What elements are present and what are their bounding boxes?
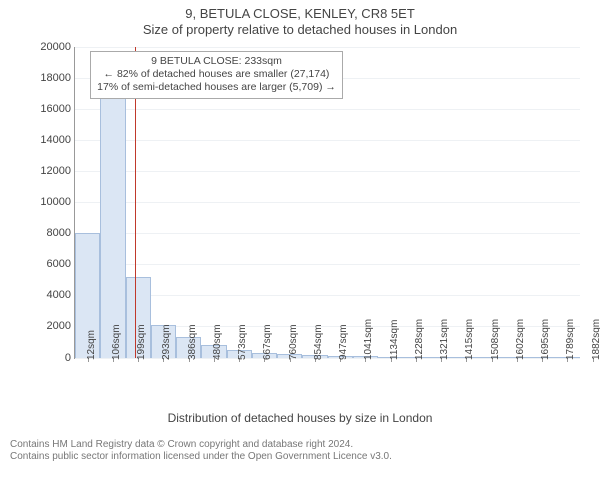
annotation-line: 17% of semi-detached houses are larger (… xyxy=(97,81,336,94)
x-tick-label: 667sqm xyxy=(262,322,273,360)
x-tick-label: 1228sqm xyxy=(414,316,425,359)
x-tick-label: 1321sqm xyxy=(439,316,450,359)
histogram-bar xyxy=(100,96,125,357)
gridline xyxy=(75,264,580,265)
y-tick-label: 0 xyxy=(65,352,75,364)
x-tick-label: 293sqm xyxy=(161,322,172,360)
x-tick-label: 1602sqm xyxy=(515,316,526,359)
y-tick-label: 10000 xyxy=(40,196,75,208)
annotation-box: 9 BETULA CLOSE: 233sqm← 82% of detached … xyxy=(90,51,343,98)
gridline xyxy=(75,295,580,296)
gridline xyxy=(75,233,580,234)
x-tick-label: 1695sqm xyxy=(540,316,551,359)
y-tick-label: 6000 xyxy=(47,258,75,270)
x-tick-label: 386sqm xyxy=(187,322,198,360)
x-tick-label: 854sqm xyxy=(313,322,324,360)
subtitle: Size of property relative to detached ho… xyxy=(10,22,590,38)
gridline xyxy=(75,140,580,141)
x-tick-label: 1789sqm xyxy=(565,316,576,359)
title: 9, BETULA CLOSE, KENLEY, CR8 5ET xyxy=(10,6,590,22)
x-tick-label: 947sqm xyxy=(338,322,349,360)
x-tick-label: 1882sqm xyxy=(591,316,600,359)
footer-line-2: Contains public sector information licen… xyxy=(10,451,590,463)
gridline xyxy=(75,171,580,172)
x-tick-label: 573sqm xyxy=(237,322,248,360)
gridline xyxy=(75,202,580,203)
footer: Contains HM Land Registry data © Crown c… xyxy=(10,439,590,463)
gridline xyxy=(75,47,580,48)
x-tick-label: 1508sqm xyxy=(490,316,501,359)
x-tick-label: 480sqm xyxy=(212,322,223,360)
annotation-line: ← 82% of detached houses are smaller (27… xyxy=(97,68,336,81)
y-tick-label: 16000 xyxy=(40,103,75,115)
x-tick-label: 1415sqm xyxy=(464,316,475,359)
x-tick-label: 12sqm xyxy=(86,327,97,359)
y-tick-label: 14000 xyxy=(40,134,75,146)
gridline xyxy=(75,109,580,110)
y-tick-label: 8000 xyxy=(47,227,75,239)
plot-area: 0200040006000800010000120001400016000180… xyxy=(74,47,580,359)
x-tick-label: 106sqm xyxy=(111,322,122,360)
y-tick-label: 12000 xyxy=(40,165,75,177)
y-tick-label: 4000 xyxy=(47,289,75,301)
x-tick-label: 760sqm xyxy=(288,322,299,360)
footer-line-1: Contains HM Land Registry data © Crown c… xyxy=(10,439,590,451)
y-tick-label: 18000 xyxy=(40,72,75,84)
annotation-line: 9 BETULA CLOSE: 233sqm xyxy=(97,55,336,68)
x-tick-label: 1041sqm xyxy=(363,316,374,359)
x-tick-label: 199sqm xyxy=(136,322,147,360)
x-tick-label: 1134sqm xyxy=(389,317,400,359)
y-tick-label: 2000 xyxy=(47,320,75,332)
chart-area: Number of detached properties 0200040006… xyxy=(10,43,590,409)
x-axis-label: Distribution of detached houses by size … xyxy=(10,411,590,425)
y-tick-label: 20000 xyxy=(40,41,75,53)
gridline xyxy=(75,358,580,359)
chart-container: 9, BETULA CLOSE, KENLEY, CR8 5ET Size of… xyxy=(0,0,600,500)
